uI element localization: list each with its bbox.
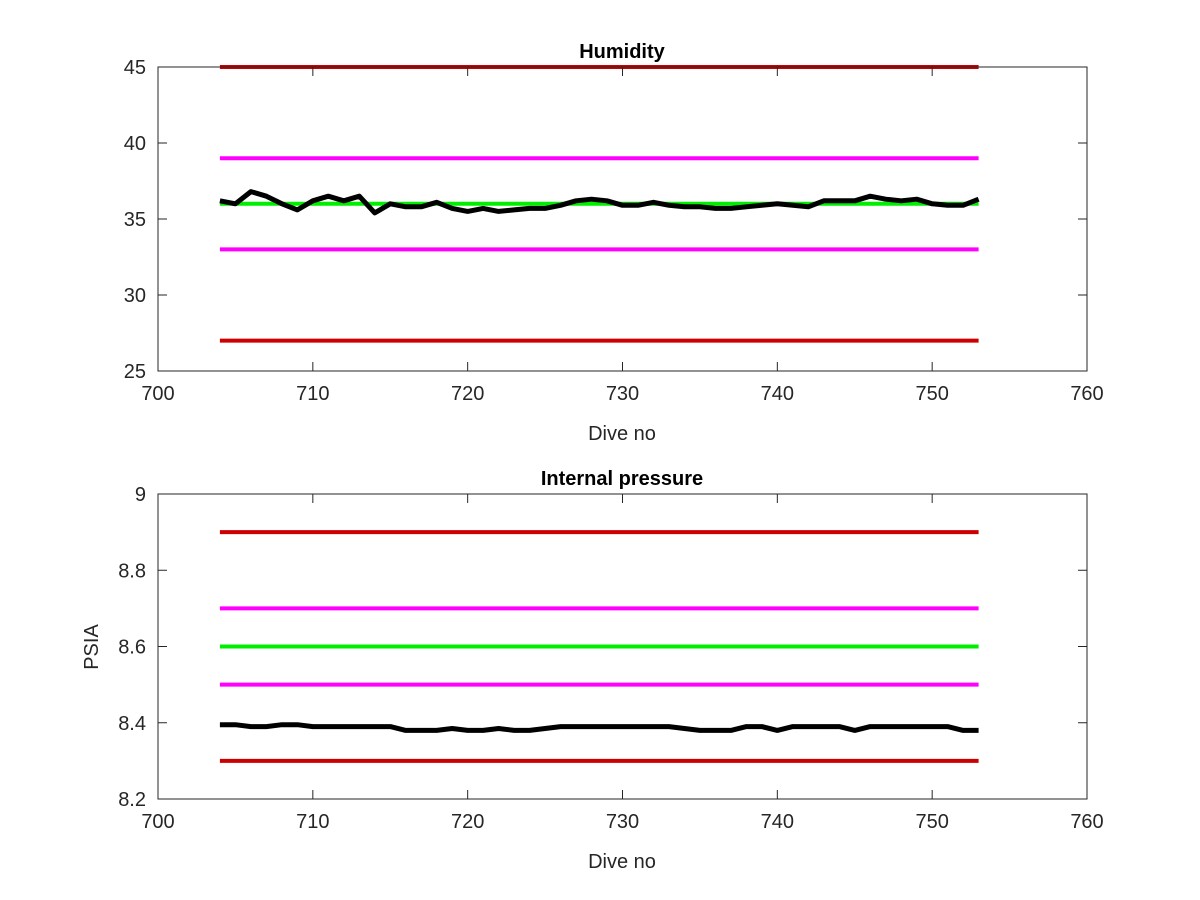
humidity-plot-area (158, 67, 1087, 371)
humidity-x-tick-label-5: 750 (915, 383, 948, 405)
humidity-y-tick-label-1: 30 (124, 285, 146, 307)
humidity-x-tick-label-6: 760 (1070, 383, 1103, 405)
pressure-y-tick-label-3: 8.8 (118, 560, 146, 582)
humidity-x-axis-label: Dive no (588, 423, 656, 445)
humidity-ticks-layer: 700 710 720 730 740 750 760 25 30 35 40 45 (124, 57, 1104, 405)
pressure-x-tick-label-5: 750 (915, 811, 948, 833)
pressure-y-tick-label-4: 9 (135, 484, 146, 506)
humidity-title: Humidity (579, 41, 665, 63)
pressure-series-layer (219, 530, 979, 763)
pressure-y-tick-label-0: 8.2 (118, 789, 146, 811)
humidity-x-tick-label-4: 740 (761, 383, 794, 405)
pressure-x-tick-label-6: 760 (1070, 811, 1103, 833)
humidity-y-tick-label-2: 35 (124, 209, 146, 231)
humidity-x-tick-label-2: 720 (451, 383, 484, 405)
pressure-x-tick-label-1: 710 (296, 811, 329, 833)
humidity-x-tick-label-3: 730 (606, 383, 639, 405)
humidity-y-tick-label-4: 45 (124, 57, 146, 79)
pressure-x-axis-label: Dive no (588, 851, 656, 873)
pressure-title: Internal pressure (541, 468, 703, 490)
pressure-x-tick-label-0: 700 (141, 811, 174, 833)
humidity-x-tick-label-1: 710 (296, 383, 329, 405)
pressure-y-tick-label-2: 8.6 (118, 637, 146, 659)
pressure-y-axis-label: PSIA (81, 624, 103, 670)
pressure-y-tick-label-1: 8.4 (118, 713, 146, 735)
humidity-series-line-5 (219, 189, 980, 216)
humidity-x-tick-label-0: 700 (141, 383, 174, 405)
pressure-x-tick-label-4: 740 (761, 811, 794, 833)
pressure-x-tick-label-2: 720 (451, 811, 484, 833)
humidity-y-tick-label-0: 25 (124, 361, 146, 383)
pressure-x-tick-label-3: 730 (606, 811, 639, 833)
humidity-subplot: 700 710 720 730 740 750 760 25 30 35 40 45 Humidity… (124, 41, 1104, 445)
pressure-ticks-layer: 700 710 720 730 740 750 760 8.2 8.4 8.6 8.8 9 (118, 484, 1104, 833)
internal-pressure-subplot: 700 710 720 730 740 750 760 8.2 8.4 8.6 8.8 9 Inter… (81, 468, 1104, 873)
humidity-y-tick-label-3: 40 (124, 133, 146, 155)
pressure-series-line-5 (219, 722, 979, 733)
